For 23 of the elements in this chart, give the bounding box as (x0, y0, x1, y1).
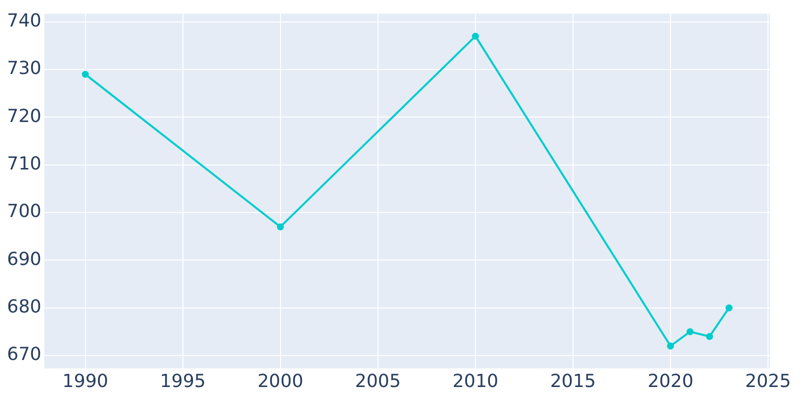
point (667, 342, 674, 350)
point (686, 328, 694, 336)
x-tick-label: 2000 (257, 370, 304, 392)
y-tick-label: 670 (6, 344, 42, 366)
y-tick-label: 730 (6, 58, 42, 80)
y-tick-label: 710 (6, 154, 42, 175)
x-tick-label: 2020 (648, 370, 694, 392)
point (276, 223, 284, 230)
y-tick-label: 680 (6, 296, 42, 318)
point (82, 70, 89, 78)
x-tick-label: 2025 (745, 370, 791, 392)
y-tick-label: 690 (6, 248, 42, 270)
x-tick-label: 1995 (160, 370, 206, 392)
point (726, 304, 733, 312)
x-tick-label: 1990 (62, 370, 108, 392)
point (706, 332, 714, 340)
point (472, 32, 479, 40)
y-tick-label: 740 (6, 10, 42, 32)
y-tick-label: 700 (6, 201, 42, 222)
x-tick-label: 2005 (355, 370, 401, 392)
x-tick-label: 2015 (550, 370, 596, 392)
y-tick-label: 720 (6, 106, 42, 127)
x-tick-label: 2010 (452, 370, 498, 392)
